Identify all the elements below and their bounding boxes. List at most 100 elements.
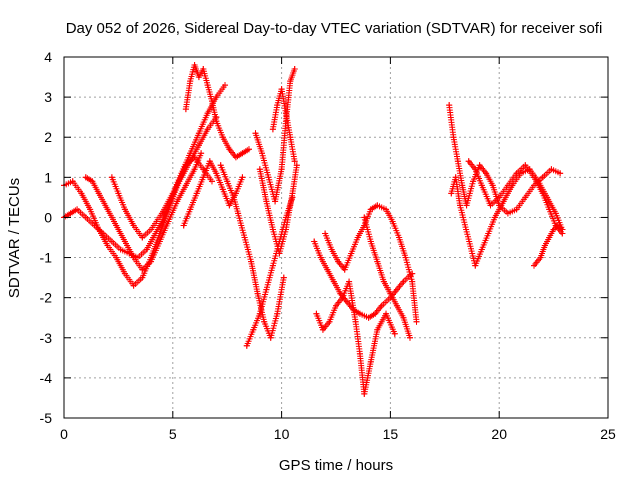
data-point <box>232 154 239 161</box>
data-point <box>256 166 263 173</box>
data-point <box>346 278 353 285</box>
data-point <box>139 234 146 241</box>
data-point <box>187 206 194 213</box>
data-point <box>165 218 172 225</box>
data-point <box>243 342 250 349</box>
data-point <box>259 150 266 157</box>
data-point <box>459 182 466 189</box>
data-point <box>472 262 479 269</box>
data-point <box>200 174 207 181</box>
data-point <box>389 218 396 225</box>
y-tick-label: -1 <box>40 250 53 266</box>
data-point <box>552 210 559 217</box>
data-point <box>500 198 507 205</box>
data-point <box>204 126 211 133</box>
x-tick-label: 0 <box>60 426 68 442</box>
data-point <box>472 166 479 173</box>
data-point <box>267 334 274 341</box>
data-point <box>513 206 520 213</box>
data-point <box>206 158 213 165</box>
data-point <box>195 130 202 137</box>
y-tick-label: -4 <box>40 370 53 386</box>
data-point <box>200 166 207 173</box>
data-point <box>269 126 276 133</box>
data-point <box>374 326 381 333</box>
data-point <box>224 178 231 185</box>
data-point <box>393 286 400 293</box>
data-point <box>378 302 385 309</box>
data-point <box>367 358 374 365</box>
data-point <box>354 234 361 241</box>
data-point <box>348 250 355 257</box>
y-tick-label: 1 <box>44 169 52 185</box>
data-point <box>343 298 350 305</box>
data-point <box>180 222 187 229</box>
data-point <box>191 154 198 161</box>
data-point <box>537 254 544 261</box>
data-point <box>322 230 329 237</box>
data-point <box>557 170 564 177</box>
data-point <box>531 174 538 181</box>
data-point <box>195 74 202 81</box>
data-point <box>391 330 398 337</box>
series-arc-i <box>252 66 298 205</box>
data-point <box>291 158 298 165</box>
data-point <box>365 314 372 321</box>
data-point <box>387 290 394 297</box>
data-point <box>95 226 102 233</box>
data-point <box>554 222 561 229</box>
data-point <box>187 150 194 157</box>
data-point <box>213 118 220 125</box>
data-point <box>121 270 128 277</box>
data-layer <box>61 62 566 397</box>
data-point <box>156 238 163 245</box>
data-point <box>396 234 403 241</box>
y-tick-label: 3 <box>44 89 52 105</box>
series-arc-j <box>256 162 300 257</box>
data-point <box>450 134 457 141</box>
data-point <box>252 130 259 137</box>
data-point <box>121 238 128 245</box>
series-arc-k <box>269 86 298 165</box>
data-point <box>254 290 261 297</box>
data-point <box>219 134 226 141</box>
data-point <box>174 198 181 205</box>
data-point <box>67 210 74 217</box>
x-tick-label: 20 <box>491 426 507 442</box>
data-point <box>158 210 165 217</box>
data-point <box>550 226 557 233</box>
data-point <box>374 202 381 209</box>
data-point <box>341 266 348 273</box>
data-point <box>219 186 226 193</box>
data-point <box>361 390 368 397</box>
data-point <box>324 266 331 273</box>
data-point <box>335 258 342 265</box>
series-arc-o <box>361 214 413 341</box>
x-axis-label: GPS time / hours <box>279 457 393 474</box>
data-point <box>115 190 122 197</box>
data-point <box>182 182 189 189</box>
data-point <box>69 178 76 185</box>
data-point <box>198 150 205 157</box>
data-point <box>230 194 237 201</box>
data-point <box>232 190 239 197</box>
data-point <box>448 190 455 197</box>
data-point <box>261 318 268 325</box>
data-point <box>278 166 285 173</box>
data-point <box>289 190 296 197</box>
data-point <box>204 110 211 117</box>
data-point <box>272 198 279 205</box>
data-point <box>226 202 233 209</box>
data-point <box>213 94 220 101</box>
data-point <box>104 206 111 213</box>
plot-frame <box>63 56 609 419</box>
data-point <box>531 262 538 269</box>
data-point <box>487 202 494 209</box>
data-point <box>222 82 229 89</box>
data-point <box>333 302 339 309</box>
data-point <box>104 242 111 249</box>
data-point <box>87 206 94 213</box>
data-point <box>293 162 300 169</box>
x-tick-label: 5 <box>169 426 177 442</box>
